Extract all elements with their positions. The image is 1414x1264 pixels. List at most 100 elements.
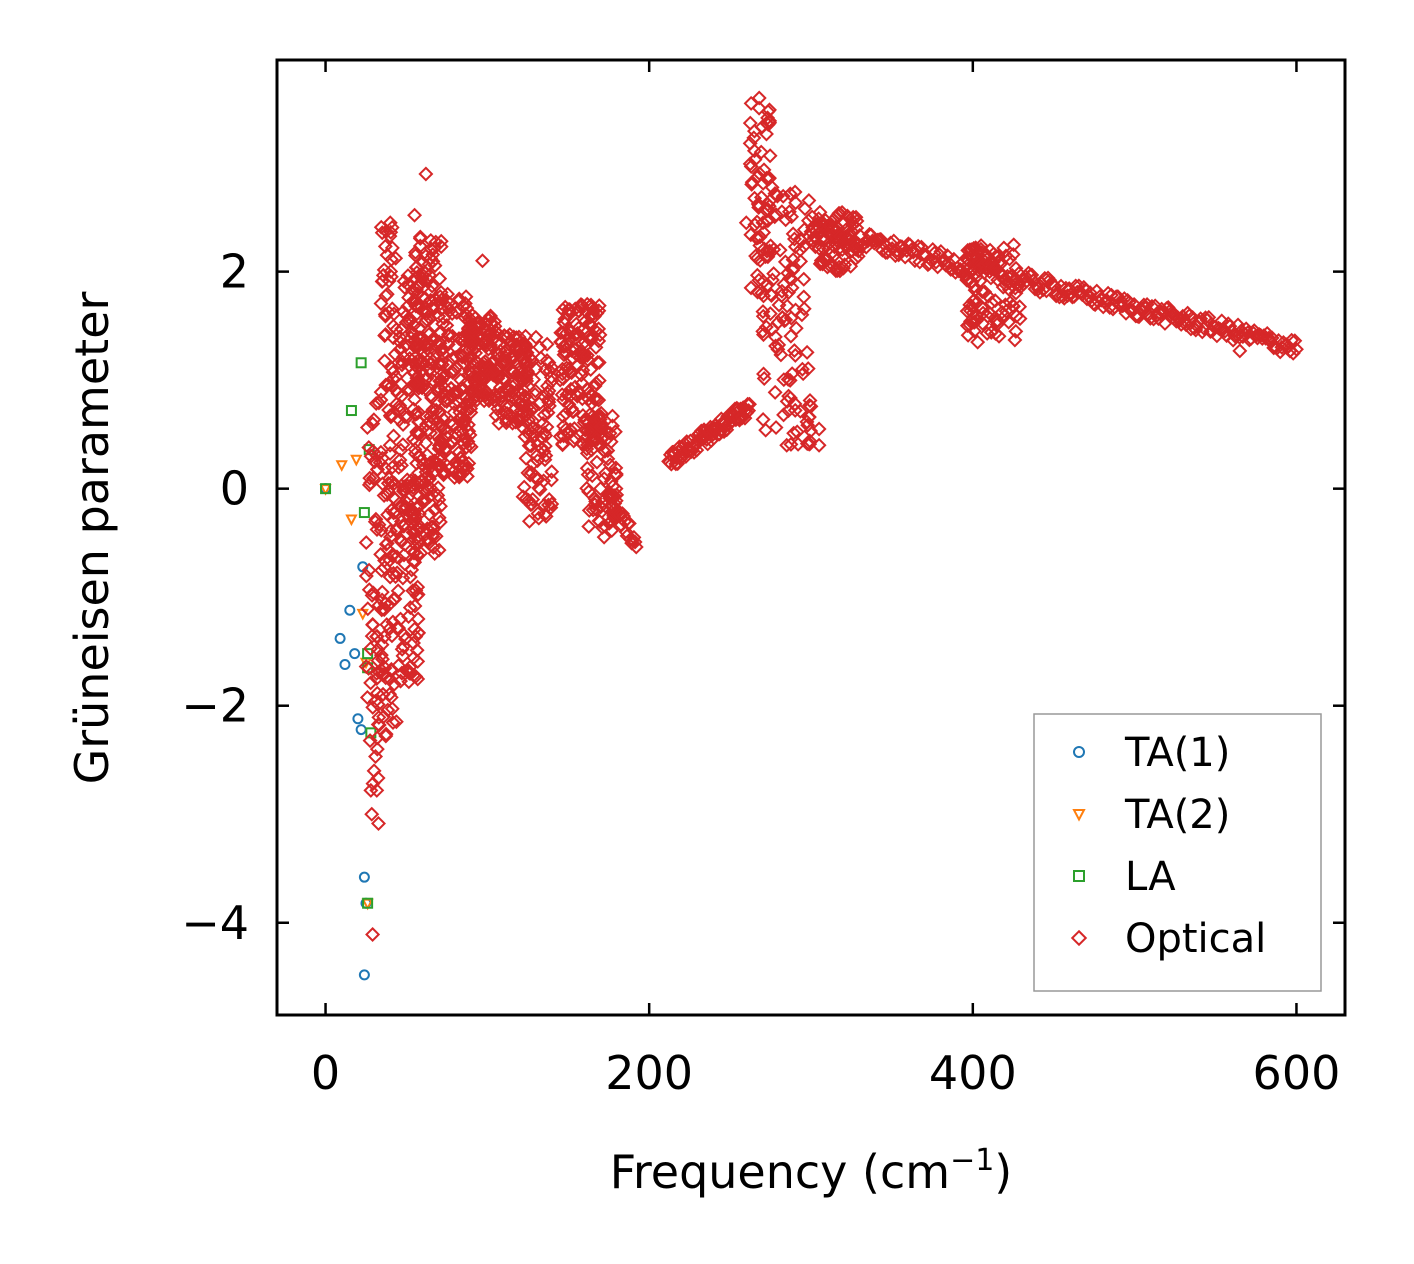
data-point-optical — [850, 237, 866, 253]
data-point-optical — [359, 690, 375, 705]
data-point-optical — [358, 535, 374, 551]
data-point-optical — [779, 298, 795, 314]
data-point-optical — [996, 240, 1012, 256]
data-point-optical — [463, 439, 479, 455]
data-point-optical — [751, 90, 767, 106]
data-point-optical — [446, 362, 462, 378]
data-point-optical — [750, 196, 766, 212]
data-point-optical — [1173, 316, 1189, 332]
data-point-ta-1 — [352, 713, 364, 725]
data-point-optical — [966, 323, 982, 339]
data-point-optical — [404, 562, 420, 578]
data-point-optical — [540, 405, 556, 421]
data-point-optical — [543, 369, 559, 385]
data-point-optical — [780, 265, 796, 281]
data-point-optical — [395, 416, 411, 432]
data-point-optical — [1240, 325, 1256, 341]
data-point-optical — [440, 326, 456, 342]
data-point-optical — [401, 277, 417, 293]
data-point-optical — [1005, 298, 1021, 314]
data-point-optical — [370, 642, 386, 658]
data-point-optical — [591, 373, 607, 389]
data-point-optical — [848, 250, 864, 266]
data-point-optical — [776, 372, 792, 388]
data-point-optical — [491, 346, 507, 362]
data-point-optical — [783, 436, 799, 452]
data-point-optical — [553, 334, 569, 350]
data-point-optical — [592, 481, 608, 497]
data-point-ta-1 — [358, 969, 370, 981]
data-point-optical — [538, 508, 554, 524]
data-point-optical — [811, 240, 827, 256]
data-point-optical — [407, 391, 423, 407]
data-point-optical — [577, 334, 593, 350]
data-point-optical — [421, 506, 437, 522]
data-point-optical — [461, 310, 477, 326]
data-point-optical — [596, 471, 612, 487]
data-point-optical — [383, 251, 399, 267]
data-point-optical — [815, 256, 831, 272]
data-point-optical — [395, 570, 411, 586]
data-point-optical — [788, 195, 804, 211]
data-point-optical — [783, 271, 799, 287]
data-point-optical — [523, 438, 539, 454]
data-point-optical — [382, 446, 398, 462]
data-point-ta-2 — [345, 514, 358, 527]
data-point-optical — [465, 307, 481, 323]
data-point-optical — [779, 393, 795, 409]
data-point-optical — [751, 165, 767, 181]
data-point-optical — [448, 304, 464, 320]
data-point-optical — [419, 416, 435, 432]
data-point-optical — [795, 366, 811, 382]
data-point-optical — [591, 355, 607, 371]
data-point-optical — [468, 369, 484, 385]
data-point-optical — [1032, 284, 1048, 300]
data-point-optical — [419, 371, 435, 387]
data-point-optical — [412, 229, 428, 245]
data-point-optical — [748, 248, 764, 264]
y-tick-label: 0 — [220, 462, 249, 516]
data-point-optical — [800, 361, 816, 377]
data-point-optical — [1007, 332, 1023, 348]
data-point-optical — [457, 457, 473, 473]
data-point-optical — [374, 562, 390, 578]
data-point-optical — [360, 601, 376, 617]
data-point-optical — [740, 396, 756, 412]
data-point-optical — [375, 686, 391, 702]
data-point-optical — [469, 392, 485, 408]
data-point-optical — [397, 516, 412, 532]
data-point-optical — [409, 547, 425, 563]
data-point-optical — [997, 308, 1013, 324]
x-tick-label: 600 — [1253, 1046, 1341, 1100]
data-point-optical — [380, 377, 396, 393]
data-point-optical — [813, 215, 829, 231]
data-point-optical — [570, 383, 586, 399]
data-point-optical — [410, 587, 426, 603]
data-point-optical — [454, 426, 470, 442]
data-point-optical — [414, 289, 430, 305]
data-point-optical — [974, 299, 989, 315]
data-point-optical — [558, 346, 574, 362]
data-point-optical — [518, 356, 534, 372]
data-point-la — [320, 483, 332, 495]
data-point-optical — [394, 665, 410, 681]
data-point-optical — [374, 637, 390, 653]
data-point-optical — [941, 255, 957, 271]
data-point-optical — [1160, 299, 1176, 315]
data-point-optical — [502, 362, 518, 378]
data-point-optical — [434, 353, 450, 369]
data-point-ta-2 — [335, 460, 348, 472]
data-point-optical — [433, 239, 449, 255]
data-point-optical — [413, 545, 429, 561]
data-point-optical — [412, 267, 427, 283]
data-point-optical — [557, 338, 573, 354]
data-point-optical — [384, 701, 400, 717]
data-point-optical — [363, 448, 379, 464]
data-point-optical — [628, 539, 644, 555]
data-point-optical — [536, 407, 552, 423]
data-point-optical — [758, 422, 774, 438]
data-point-la — [358, 507, 370, 519]
data-point-optical — [433, 233, 449, 249]
data-point-optical — [796, 289, 812, 305]
data-point-optical — [368, 749, 384, 765]
